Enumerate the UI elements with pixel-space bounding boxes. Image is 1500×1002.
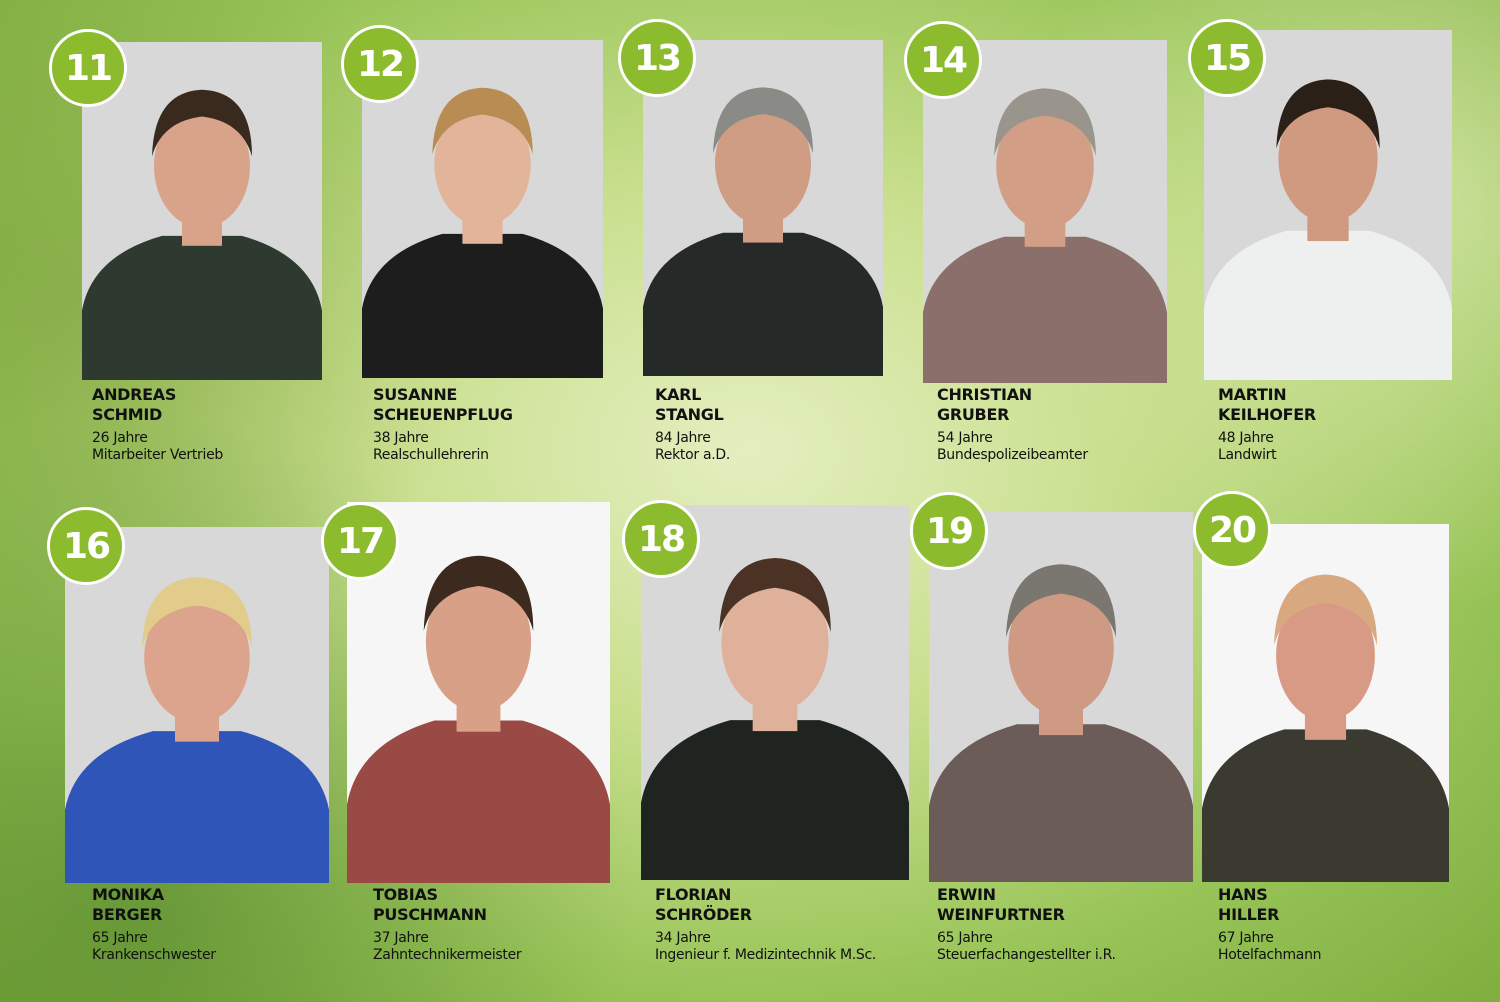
candidate-info: CHRISTIAN GRUBER 54 Jahre Bundespolizeib… bbox=[937, 385, 1197, 464]
candidate-occupation: Realschullehrerin bbox=[373, 447, 489, 463]
candidate-first-name: FLORIAN bbox=[655, 885, 732, 904]
candidate-age: 65 Jahre bbox=[92, 930, 148, 946]
candidate-age: 65 Jahre bbox=[937, 930, 993, 946]
candidate-first-name: TOBIAS bbox=[373, 885, 438, 904]
list-number-badge: 17 bbox=[321, 502, 399, 580]
candidate-last-name: WEINFURTNER bbox=[937, 905, 1065, 924]
candidate-photo bbox=[923, 40, 1167, 383]
portrait-silhouette bbox=[347, 555, 610, 883]
candidate-first-name: MONIKA bbox=[92, 885, 164, 904]
candidate-photo bbox=[362, 40, 603, 378]
candidate-first-name: KARL bbox=[655, 385, 702, 404]
candidate-photo bbox=[65, 527, 329, 883]
candidate-last-name: SCHEUENPFLUG bbox=[373, 405, 513, 424]
candidate-occupation: Landwirt bbox=[1218, 447, 1277, 463]
candidate-last-name: SCHMID bbox=[92, 405, 163, 424]
candidate-first-name: ANDREAS bbox=[92, 385, 177, 404]
candidate-info: SUSANNE SCHEUENPFLUG 38 Jahre Realschull… bbox=[373, 385, 633, 464]
candidate-last-name: STANGL bbox=[655, 405, 724, 424]
list-number-badge: 12 bbox=[341, 25, 419, 103]
candidate-last-name: KEILHOFER bbox=[1218, 405, 1316, 424]
candidate-age: 37 Jahre bbox=[373, 930, 429, 946]
candidate-occupation: Steuerfachangestellter i.R. bbox=[937, 947, 1116, 963]
portrait-silhouette bbox=[362, 87, 603, 378]
candidate-occupation: Krankenschwester bbox=[92, 947, 216, 963]
candidate-info: MONIKA BERGER 65 Jahre Krankenschwester bbox=[92, 885, 352, 964]
candidate-photo bbox=[643, 40, 883, 376]
candidate-last-name: GRUBER bbox=[937, 405, 1010, 424]
candidate-first-name: CHRISTIAN bbox=[937, 385, 1032, 404]
candidate-info: FLORIAN SCHRÖDER 34 Jahre Ingenieur f. M… bbox=[655, 885, 915, 964]
list-number-badge: 18 bbox=[622, 500, 700, 578]
portrait-silhouette bbox=[643, 87, 883, 376]
candidate-photo bbox=[641, 505, 909, 880]
candidate-info: TOBIAS PUSCHMANN 37 Jahre Zahntechnikerm… bbox=[373, 885, 633, 964]
candidate-age: 34 Jahre bbox=[655, 930, 711, 946]
candidate-age: 38 Jahre bbox=[373, 430, 429, 446]
portrait-silhouette bbox=[1204, 79, 1452, 380]
list-number-badge: 16 bbox=[47, 507, 125, 585]
candidate-photo bbox=[929, 512, 1193, 882]
portrait-silhouette bbox=[65, 577, 329, 883]
candidate-age: 26 Jahre bbox=[92, 430, 148, 446]
candidate-occupation: Hotelfachmann bbox=[1218, 947, 1322, 963]
list-number-badge: 20 bbox=[1193, 491, 1271, 569]
list-number-badge: 13 bbox=[618, 19, 696, 97]
candidate-info: MARTIN KEILHOFER 48 Jahre Landwirt bbox=[1218, 385, 1478, 464]
candidate-first-name: HANS bbox=[1218, 885, 1268, 904]
candidate-info: HANS HILLER 67 Jahre Hotelfachmann bbox=[1218, 885, 1478, 964]
portrait-silhouette bbox=[929, 564, 1193, 882]
portrait-silhouette bbox=[641, 557, 909, 880]
candidate-first-name: MARTIN bbox=[1218, 385, 1287, 404]
list-number-badge: 19 bbox=[910, 492, 988, 570]
candidate-first-name: SUSANNE bbox=[373, 385, 458, 404]
portrait-silhouette bbox=[82, 89, 322, 380]
candidate-photo bbox=[1202, 524, 1449, 882]
candidate-info: ANDREAS SCHMID 26 Jahre Mitarbeiter Vert… bbox=[92, 385, 352, 464]
candidate-info: ERWIN WEINFURTNER 65 Jahre Steuerfachang… bbox=[937, 885, 1197, 964]
list-number-badge: 14 bbox=[904, 21, 982, 99]
candidate-photo bbox=[347, 502, 610, 883]
candidate-last-name: SCHRÖDER bbox=[655, 905, 752, 924]
candidate-first-name: ERWIN bbox=[937, 885, 996, 904]
candidate-photo bbox=[82, 42, 322, 380]
candidate-occupation: Zahntechnikermeister bbox=[373, 947, 522, 963]
candidate-last-name: BERGER bbox=[92, 905, 163, 924]
candidate-occupation: Bundespolizeibeamter bbox=[937, 447, 1088, 463]
candidate-age: 54 Jahre bbox=[937, 430, 993, 446]
candidate-last-name: PUSCHMANN bbox=[373, 905, 487, 924]
portrait-silhouette bbox=[1202, 574, 1449, 882]
candidate-age: 84 Jahre bbox=[655, 430, 711, 446]
candidate-last-name: HILLER bbox=[1218, 905, 1280, 924]
candidate-occupation: Mitarbeiter Vertrieb bbox=[92, 447, 223, 463]
candidate-age: 67 Jahre bbox=[1218, 930, 1274, 946]
candidate-occupation: Rektor a.D. bbox=[655, 447, 731, 463]
list-number-badge: 15 bbox=[1188, 19, 1266, 97]
candidate-age: 48 Jahre bbox=[1218, 430, 1274, 446]
portrait-silhouette bbox=[923, 88, 1167, 383]
candidate-info: KARL STANGL 84 Jahre Rektor a.D. bbox=[655, 385, 915, 464]
list-number-badge: 11 bbox=[49, 29, 127, 107]
candidate-occupation: Ingenieur f. Medizintechnik M.Sc. bbox=[655, 947, 877, 963]
